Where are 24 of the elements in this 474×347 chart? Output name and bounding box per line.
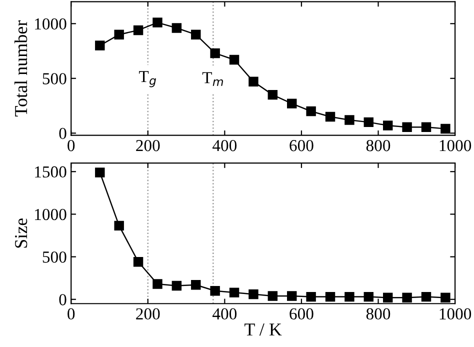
y-tick-label: 1500 (35, 166, 66, 178)
ref-line-label: T$_{m}$ (202, 72, 223, 86)
ref-line-label: T$_{g}$ (139, 71, 156, 88)
y-axis-title: Size (15, 218, 28, 248)
y-tick-label: 0 (59, 128, 66, 140)
x-tick-label: 600 (290, 140, 314, 152)
y-tick-label: 1000 (35, 208, 66, 220)
x-tick-label: 1000 (440, 308, 472, 320)
x-tick-label: 800 (366, 308, 390, 320)
y-axis-title: Total number (14, 20, 28, 116)
y-tick-label: 0 (59, 294, 66, 306)
x-tick-label: 800 (366, 140, 390, 152)
x-tick-label: 200 (136, 308, 160, 320)
x-tick-label: 200 (136, 140, 160, 152)
y-tick-label: 500 (42, 251, 66, 263)
x-tick-label: 1000 (440, 140, 472, 152)
x-tick-label: 600 (290, 308, 314, 320)
x-tick-label: 400 (212, 140, 237, 152)
y-tick-label: 500 (42, 73, 66, 84)
x-tick-label: 0 (68, 308, 75, 320)
y-tick-label: 1000 (35, 18, 66, 30)
x-axis-title: T / K (244, 324, 282, 336)
x-tick-label: 400 (212, 308, 237, 320)
x-tick-label: 0 (68, 140, 75, 152)
